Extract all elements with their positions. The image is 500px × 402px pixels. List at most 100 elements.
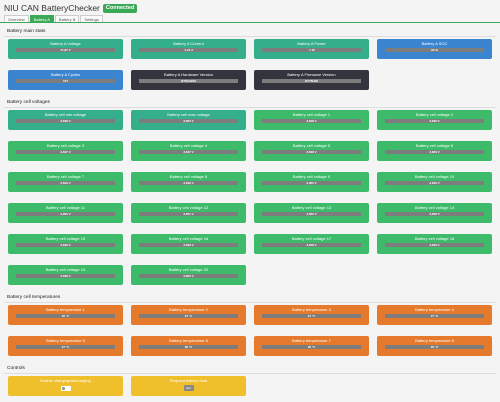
card-label: Enable charging/discharging <box>40 378 91 383</box>
card-label: Battery A SOC <box>421 41 448 46</box>
charging-toggle[interactable] <box>60 386 71 391</box>
battery-cell-voltage-9-card: Battery cell voltage 9 3,850 V <box>254 172 369 192</box>
section-divider <box>4 302 496 303</box>
battery-cell-voltage-4-card: Battery cell voltage 4 3,847 V <box>131 141 246 161</box>
card-label: Battery cell voltage 13 <box>291 205 332 210</box>
tab-underline <box>0 22 500 23</box>
card-value: 3,848 V <box>262 243 361 247</box>
battery-cell-voltage-19-card: Battery cell voltage 19 3,848 V <box>8 265 123 285</box>
battery-cell-voltage-6-card: Battery cell voltage 6 3,848 V <box>377 141 492 161</box>
tab-settings[interactable]: Settings <box>80 15 103 22</box>
card-label: Battery cell voltage 10 <box>414 174 455 179</box>
card-label: Battery cell voltage 8 <box>169 174 208 179</box>
battery-cell-voltage-11-card: Battery cell voltage 11 3,850 V <box>8 203 123 223</box>
card-value: 3,848 V <box>385 212 484 216</box>
card-label: Battery cell voltage 17 <box>291 236 332 241</box>
battery-temperature-8-card: Battery temperature 8 26 °C <box>377 336 492 356</box>
card-label: Battery cell voltage 2 <box>415 112 454 117</box>
card-value: 28 °C <box>139 345 238 349</box>
battery-cell-min-voltage-card: Battery cell min voltage 3,848 V <box>8 110 123 130</box>
app-title: NIU CAN BatteryChecker <box>4 3 100 13</box>
card-value: 3,849 V <box>385 119 484 123</box>
battery-cell-voltage-13-card: Battery cell voltage 13 3,850 V <box>254 203 369 223</box>
card-label: Battery temperature 2 <box>169 307 208 312</box>
battery-temperature-7-card: Battery temperature 7 28 °C <box>254 336 369 356</box>
card-value: 3,849 V <box>16 181 115 185</box>
card-label: Battery cell voltage 7 <box>46 174 85 179</box>
battery-temperature-3-card: Battery temperature 3 27 °C <box>254 305 369 325</box>
battery-a-current-card: Battery A Current -1,21 A <box>131 39 246 59</box>
card-label: Battery cell voltage 19 <box>45 267 86 272</box>
card-value: 3,848 V <box>262 150 361 154</box>
card-label: Battery cell voltage 9 <box>292 174 331 179</box>
battery-cell-voltage-3-card: Battery cell voltage 3 3,847 V <box>8 141 123 161</box>
tab-bar: Overview Battery A Battery B Settings <box>4 15 104 23</box>
card-value: 3,848 V <box>262 119 361 123</box>
card-value: 27 °C <box>139 314 238 318</box>
card-value: 3,850 V <box>16 212 115 216</box>
section-divider <box>4 36 496 37</box>
card-value: 3,849 V <box>16 243 115 247</box>
card-value: 3,849 V <box>385 181 484 185</box>
battery-temperature-1-card: Battery temperature 1 25 °C <box>8 305 123 325</box>
card-value: 3,850 V <box>262 212 361 216</box>
battery-cell-voltage-14-card: Battery cell voltage 14 3,848 V <box>377 203 492 223</box>
cell-voltages-section-title: Battery cell voltages <box>7 100 50 105</box>
battery-a-power-card: Battery A Power -7 W <box>254 39 369 59</box>
battery-cell-voltage-8-card: Battery cell voltage 8 3,849 V <box>131 172 246 192</box>
request-data-button[interactable]: Get <box>183 385 194 391</box>
controls-section-title: Controls <box>7 366 25 371</box>
card-label: Battery temperature 8 <box>415 338 454 343</box>
card-value: 3,849 V <box>139 243 238 247</box>
battery-cell-voltage-17-card: Battery cell voltage 17 3,848 V <box>254 234 369 254</box>
battery-cell-voltage-12-card: Battery cell voltage 12 3,851 V <box>131 203 246 223</box>
card-label: Battery temperature 6 <box>169 338 208 343</box>
battery-temperature-5-card: Battery temperature 5 27 °C <box>8 336 123 356</box>
card-label: Battery A Firmware Version <box>287 72 336 77</box>
battery-a-soc-card: Battery A SOC 93 % <box>377 39 492 59</box>
battery-a-firmware-version-card: Battery A Firmware Version BT75H00 <box>254 70 369 90</box>
battery-cell-voltage-1-card: Battery cell voltage 1 3,848 V <box>254 110 369 130</box>
card-value: 28 °C <box>262 345 361 349</box>
card-label: Battery cell voltage 15 <box>45 236 86 241</box>
card-value: 93 % <box>385 48 484 52</box>
card-value: -7 W <box>262 48 361 52</box>
battery-cell-voltage-7-card: Battery cell voltage 7 3,849 V <box>8 172 123 192</box>
card-value: 3,849 V <box>385 243 484 247</box>
tab-overview[interactable]: Overview <box>4 15 29 22</box>
card-value: BT75H00 <box>262 79 361 83</box>
enable-charging-discharging-card: Enable charging/discharging <box>8 376 123 396</box>
connection-status-badge: Connected <box>102 3 138 13</box>
card-label: Battery cell voltage 11 <box>45 205 86 210</box>
card-value: 3,847 V <box>139 150 238 154</box>
card-label: Battery cell voltage 5 <box>292 143 331 148</box>
card-label: Battery A Voltage <box>50 41 81 46</box>
card-label: Battery cell voltage 12 <box>168 205 209 210</box>
battery-cell-voltage-5-card: Battery cell voltage 5 3,848 V <box>254 141 369 161</box>
request-battery-data-card: Request battery data Get <box>131 376 246 396</box>
card-label: Battery cell voltage 1 <box>292 112 331 117</box>
card-label: Battery cell min voltage <box>44 112 87 117</box>
battery-temperature-2-card: Battery temperature 2 27 °C <box>131 305 246 325</box>
card-label: Battery temperature 5 <box>46 338 85 343</box>
battery-a-cycles-card: Battery A Cycles 107 <box>8 70 123 90</box>
tab-battery-b[interactable]: Battery B <box>54 15 80 22</box>
card-label: Battery temperature 3 <box>292 307 331 312</box>
card-label: Battery cell voltage 18 <box>414 236 455 241</box>
section-divider <box>4 373 496 374</box>
battery-cell-voltage-10-card: Battery cell voltage 10 3,849 V <box>377 172 492 192</box>
card-value: 27 °C <box>16 345 115 349</box>
battery-temperature-4-card: Battery temperature 4 27 °C <box>377 305 492 325</box>
card-label: Battery temperature 7 <box>292 338 331 343</box>
tab-battery-a[interactable]: Battery A <box>29 15 54 22</box>
card-value: 107 <box>16 79 115 83</box>
card-value: 71,87 V <box>16 48 115 52</box>
card-value: -1,21 A <box>139 48 238 52</box>
card-value: 3,850 V <box>262 181 361 185</box>
card-value: 27 °C <box>385 314 484 318</box>
card-label: Battery A Cycles <box>50 72 81 77</box>
card-value: 25 °C <box>16 314 115 318</box>
card-label: Battery cell voltage 16 <box>168 236 209 241</box>
card-value: 3,848 V <box>16 119 115 123</box>
card-value: BTSH0209 <box>139 79 238 83</box>
